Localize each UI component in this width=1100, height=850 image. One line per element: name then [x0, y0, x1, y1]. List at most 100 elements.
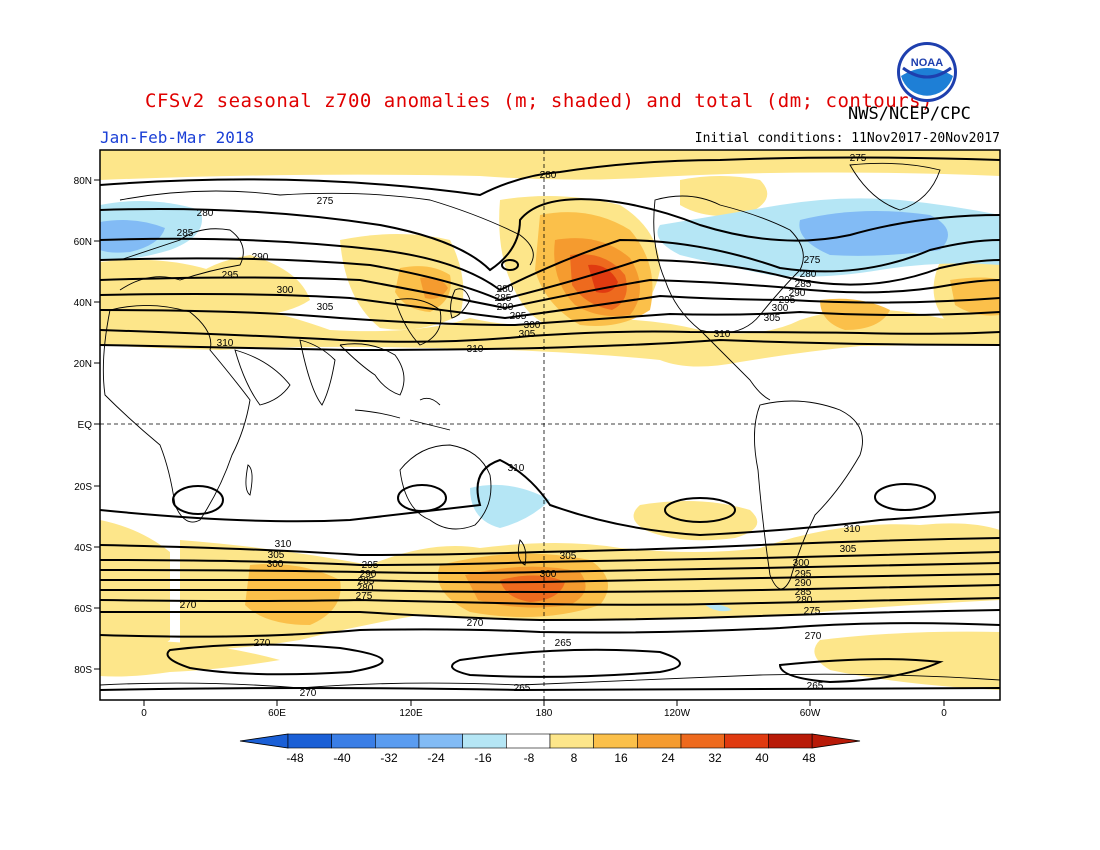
- lat-label: 20S: [74, 482, 92, 493]
- contour-label: 290: [497, 302, 514, 313]
- contour-label: 300: [277, 285, 294, 296]
- contour-label: 285: [177, 228, 194, 239]
- colorbar-cell: [593, 733, 638, 749]
- latitude-axis: 80N 60N 40N 20N EQ 20S 40S 60S 80S: [74, 176, 100, 676]
- contour-label: 275: [317, 196, 334, 207]
- lon-label: 0: [941, 708, 947, 719]
- contour-label: 310: [714, 329, 731, 340]
- contour-label: 305: [840, 544, 857, 555]
- anomaly-shading: [100, 150, 1000, 690]
- colorbar-cell: [768, 733, 813, 749]
- lat-label: 80S: [74, 665, 92, 676]
- contour-label: 305: [317, 302, 334, 313]
- contour-label: 285: [795, 279, 812, 290]
- lon-label: 120E: [399, 708, 423, 719]
- colorbar-tick-label: 8: [571, 751, 578, 765]
- lon-label: 60E: [268, 708, 286, 719]
- contour-label: 285: [358, 576, 375, 587]
- contour-labels: 275 280 275 280 285 290 295 300 305 310 …: [177, 153, 867, 699]
- initial-conditions-label: Initial conditions: 11Nov2017-20Nov2017: [694, 131, 1000, 146]
- contour-label: 305: [560, 551, 577, 562]
- contour-label: 295: [779, 295, 796, 306]
- contour-label: 310: [508, 463, 525, 474]
- contour-label: 275: [804, 606, 821, 617]
- colorbar-cell: [375, 733, 420, 749]
- graticule: [100, 150, 1000, 700]
- colorbar-cell: [680, 733, 725, 749]
- contour-label: 280: [497, 284, 514, 295]
- colorbar-cell: [637, 733, 682, 749]
- map-title: CFSv2 seasonal z700 anomalies (m; shaded…: [145, 90, 933, 112]
- contour-label: 285: [795, 587, 812, 598]
- contour-label: 275: [804, 255, 821, 266]
- colorbar-tick-label: -16: [474, 751, 492, 765]
- lat-label: 60N: [74, 237, 92, 248]
- colorbar-cell: [506, 733, 551, 749]
- noaa-logo: NOAA: [897, 42, 957, 102]
- colorbar-tick-label: -48: [286, 751, 304, 765]
- agency-label: NWS/NCEP/CPC: [848, 104, 971, 124]
- lat-label: 20N: [74, 359, 92, 370]
- contour-label: 295: [222, 270, 239, 281]
- contour-label: 265: [514, 683, 531, 694]
- contour-label: 300: [772, 303, 789, 314]
- contour-label: 310: [467, 344, 484, 355]
- colorbar-tick-label: -32: [380, 751, 398, 765]
- contour-label: 300: [793, 558, 810, 569]
- colorbar-tick-label: -24: [427, 751, 445, 765]
- colorbar-tick-label: 40: [755, 751, 769, 765]
- contour-label: 280: [796, 595, 813, 606]
- logo-text: NOAA: [911, 57, 943, 69]
- coastlines: [100, 162, 1000, 689]
- colorbar-arrow-low: [239, 733, 289, 749]
- contour-label: 280: [540, 170, 557, 181]
- lon-label: 60W: [800, 708, 821, 719]
- contour-label: 310: [275, 539, 292, 550]
- contour-label: 285: [495, 293, 512, 304]
- contour-label: 295: [362, 560, 379, 571]
- contour-label: 270: [805, 631, 822, 642]
- colorbar-cell: [549, 733, 594, 749]
- colorbar-tick-label: -8: [524, 751, 535, 765]
- contour-label: 270: [300, 688, 317, 699]
- contour-label: 265: [807, 681, 824, 692]
- contour-label: 305: [268, 550, 285, 561]
- contour-label: 310: [217, 338, 234, 349]
- contour-label: 270: [180, 600, 197, 611]
- colorbar-tick-label: 32: [708, 751, 722, 765]
- contour-label: 300: [540, 569, 557, 580]
- contour-label: 300: [524, 320, 541, 331]
- colorbar-cell: [287, 733, 332, 749]
- colorbar-tick-label: -40: [333, 751, 351, 765]
- contour-label: 290: [795, 578, 812, 589]
- lat-label: 40S: [74, 543, 92, 554]
- contour-label: 280: [357, 583, 374, 594]
- colorbar-cell: [331, 733, 376, 749]
- period-label: Jan-Feb-Mar 2018: [100, 128, 255, 147]
- lon-label: 120W: [664, 708, 691, 719]
- colorbar-tick-label: 48: [802, 751, 816, 765]
- lat-label: EQ: [78, 420, 93, 431]
- colorbar-arrow-high: [811, 733, 861, 749]
- contour-label: 280: [800, 269, 817, 280]
- colorbar-tick-label: 24: [661, 751, 675, 765]
- contour-label: 290: [789, 288, 806, 299]
- colorbar-cell: [724, 733, 769, 749]
- longitude-axis: 0 60E 120E 180 120W 60W 0: [141, 700, 947, 719]
- contour-label: 295: [795, 569, 812, 580]
- colorbar: -48 -40 -32 -24 -16 -8 8 16 24 32 40 48: [239, 733, 861, 765]
- contour-label: 275: [356, 591, 373, 602]
- contour-label: 295: [510, 311, 527, 322]
- lon-label: 0: [141, 708, 147, 719]
- contour-label: 275: [850, 153, 867, 164]
- contour-label: 300: [267, 559, 284, 570]
- plot-border: [99, 149, 1001, 701]
- contour-label: 270: [467, 618, 484, 629]
- contour-label: 305: [764, 313, 781, 324]
- contour-label: 290: [252, 252, 269, 263]
- colorbar-cell: [418, 733, 463, 749]
- colorbar-tick-label: 16: [614, 751, 628, 765]
- contour-label: 265: [555, 638, 572, 649]
- contour-label: 305: [519, 329, 536, 340]
